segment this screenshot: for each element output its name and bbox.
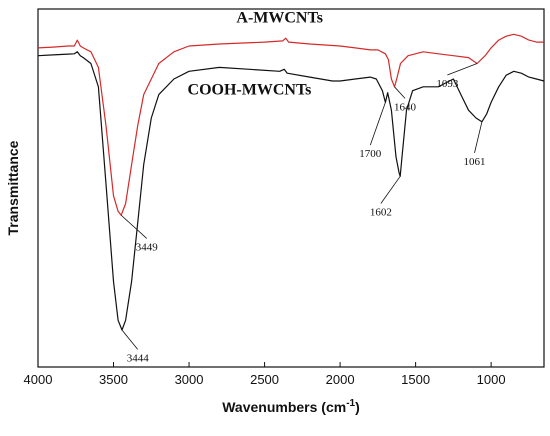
series-line-cooh-mwcnts: [37, 51, 545, 331]
x-axis-title: Wavenumbers (cm-1): [222, 398, 360, 415]
annotations-layer: 3449 3444 1640 1093 1700 1602 1061: [120, 63, 486, 364]
annotation-leader: [369, 102, 386, 146]
plot-frame: [37, 8, 545, 368]
x-tick-label: 3500: [99, 372, 128, 387]
annotation-leader: [447, 63, 478, 76]
annotation-leader: [380, 176, 401, 204]
peak-annotation: 1640: [394, 101, 417, 113]
series-labels-layer: A-MWCNTs COOH-MWCNTs: [188, 10, 323, 99]
peak-annotation: 1602: [370, 206, 392, 218]
peak-annotation: 1700: [359, 148, 382, 160]
peak-annotation: 3449: [136, 241, 159, 253]
series-label: COOH-MWCNTs: [188, 82, 312, 99]
series-label: A-MWCNTs: [236, 10, 323, 27]
x-tick-label: 4000: [24, 372, 53, 387]
peak-annotation: 3444: [127, 352, 150, 364]
annotation-leader: [121, 329, 139, 350]
series-layer: [37, 33, 545, 331]
x-axis-ticks: 4000 3500 3000 2500 2000 1500 1000: [24, 362, 506, 387]
x-tick-label: 1000: [477, 372, 506, 387]
annotation-leader: [474, 121, 483, 153]
y-axis-title: Transmittance: [5, 140, 21, 235]
annotation-leader: [394, 86, 406, 99]
x-tick-label: 1500: [401, 372, 430, 387]
x-tick-label: 2000: [326, 372, 355, 387]
x-tick-label: 3000: [175, 372, 204, 387]
peak-annotation: 1061: [464, 156, 486, 168]
x-tick-label: 2500: [250, 372, 279, 387]
series-line-a-mwcnts: [37, 33, 544, 216]
peak-annotation: 1093: [436, 78, 459, 90]
annotation-leader: [120, 214, 148, 239]
